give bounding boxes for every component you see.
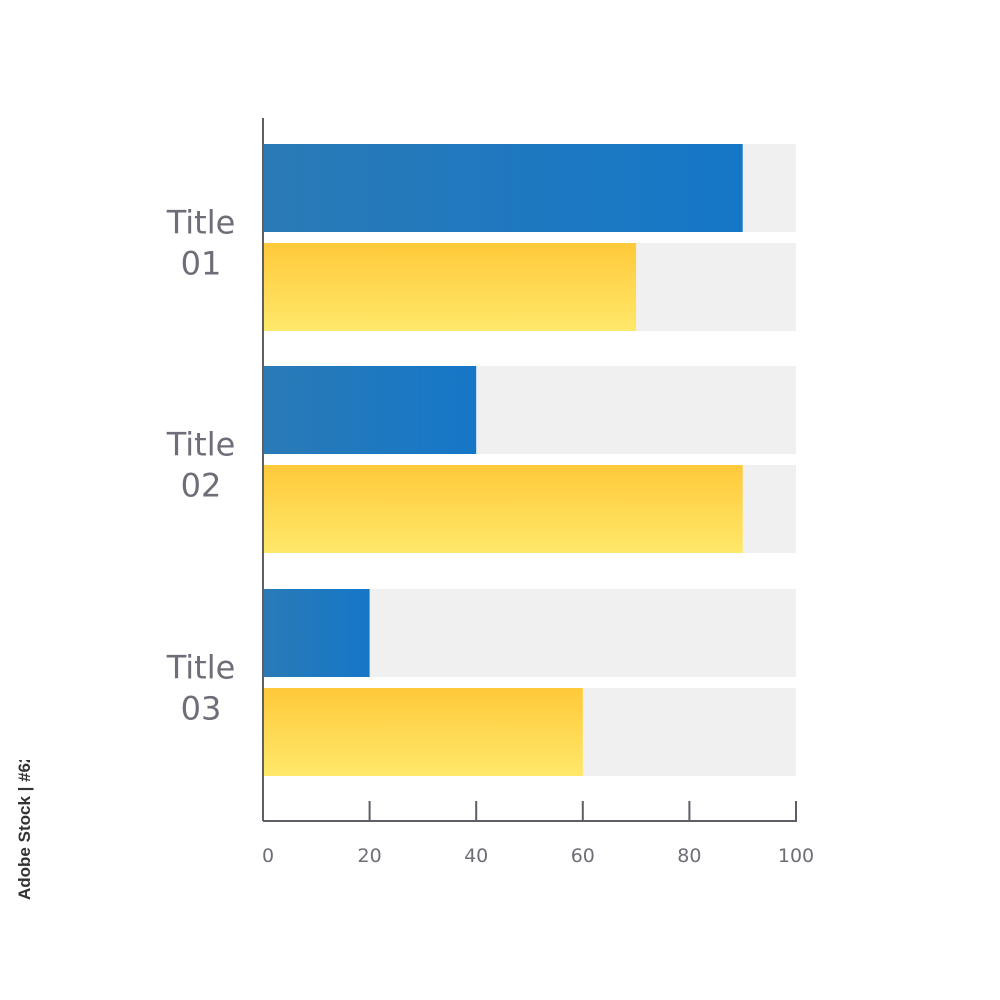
bar-yellow-01 xyxy=(263,243,637,331)
bar-blue-03 xyxy=(263,589,370,677)
category-label-line2: 01 xyxy=(181,245,222,283)
category-label-line1: Title xyxy=(166,204,236,242)
category-label-line1: Title xyxy=(166,426,236,464)
x-tick-label: 0 xyxy=(262,845,274,867)
x-tick-label: 80 xyxy=(677,845,701,867)
bar-tracks xyxy=(263,144,796,776)
axes xyxy=(262,118,797,822)
tick-labels: 0 20 40 60 80 100 xyxy=(262,845,814,867)
x-tick-label: 20 xyxy=(358,845,382,867)
bar-yellow-03 xyxy=(263,688,583,776)
bar-blue-01 xyxy=(263,144,743,232)
category-label-line2: 03 xyxy=(181,690,222,728)
x-tick-label: 100 xyxy=(778,845,814,867)
stock-id-watermark: Adobe Stock | #625503800 xyxy=(15,760,34,900)
bar-blue-02 xyxy=(263,366,477,454)
bars xyxy=(263,144,743,776)
category-label-line2: 02 xyxy=(181,467,222,505)
bar-yellow-02 xyxy=(263,465,743,553)
stock-id-text: Adobe Stock | #625503800 xyxy=(15,760,34,900)
x-tick-label: 60 xyxy=(571,845,595,867)
category-label-line1: Title xyxy=(166,649,236,687)
x-tick-label: 40 xyxy=(464,845,488,867)
